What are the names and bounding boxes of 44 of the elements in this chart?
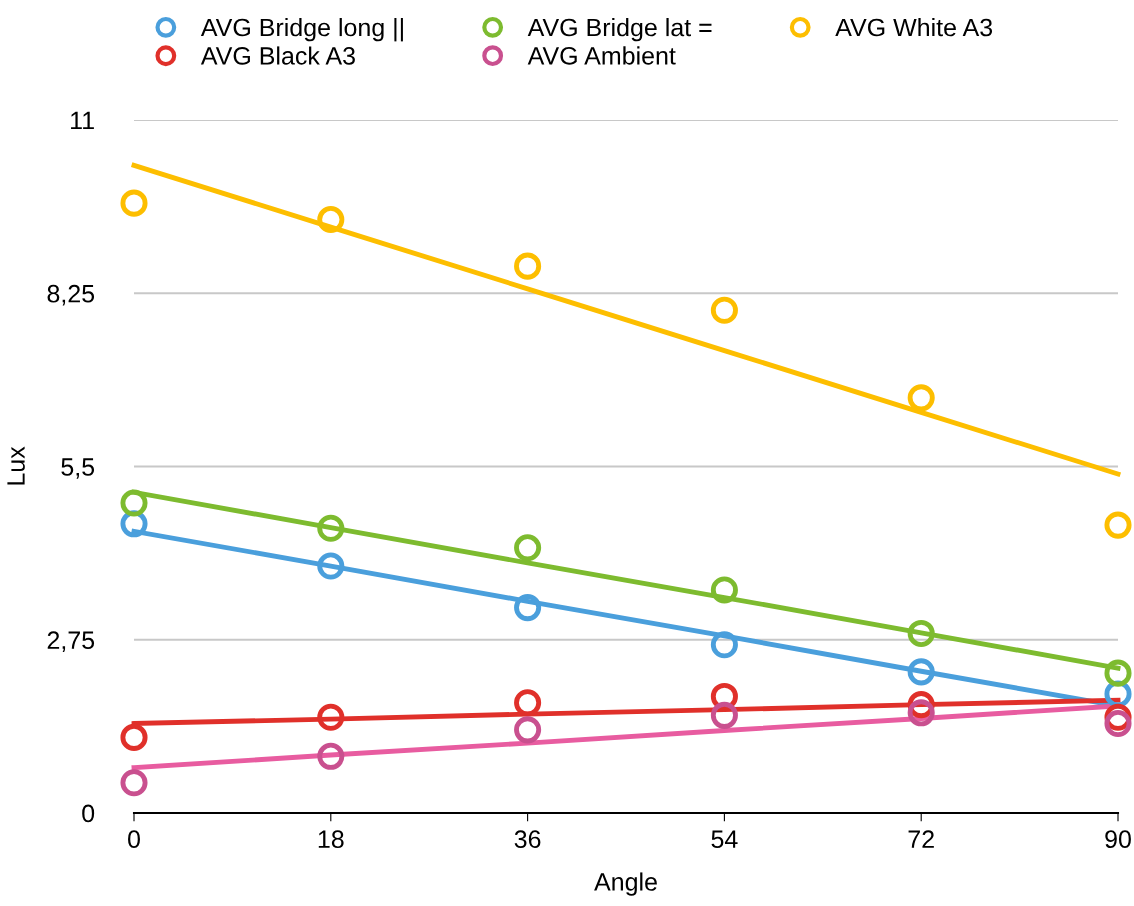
point — [710, 576, 738, 604]
point — [514, 534, 542, 562]
point — [710, 701, 738, 729]
x-tick-label: 72 — [908, 830, 934, 848]
x-tick-label: 54 — [711, 830, 738, 849]
x-axis-title: Angle — [594, 872, 657, 896]
y-tick-label: 2,75 — [47, 631, 95, 653]
point — [710, 296, 738, 324]
legend-label: AVG Ambient — [527, 46, 676, 65]
legend-label: AVG Black A3 — [200, 46, 355, 65]
x-tick-label: 36 — [514, 830, 541, 849]
point — [317, 703, 345, 731]
point — [907, 384, 935, 412]
legend-label: AVG Bridge long || — [200, 17, 403, 42]
point — [1104, 659, 1132, 687]
point — [1104, 511, 1132, 539]
point — [907, 619, 935, 647]
line-series — [131, 162, 1121, 477]
point — [710, 631, 738, 659]
point — [514, 594, 542, 622]
legend-label: AVG White A3 — [835, 17, 993, 37]
y-tick-label: 0 — [82, 804, 95, 823]
x-tick-label: 0 — [128, 830, 140, 849]
y-tick-label: 8,25 — [47, 284, 95, 306]
point — [514, 252, 542, 280]
point — [907, 699, 935, 727]
x-tick-label: 90 — [1105, 830, 1131, 849]
y-tick-label: 5,5 — [61, 458, 95, 479]
y-tick-label: 11 — [71, 111, 94, 130]
point — [120, 769, 148, 797]
point — [120, 723, 148, 751]
point — [120, 189, 148, 217]
point — [907, 658, 935, 686]
point — [317, 742, 345, 770]
y-axis-title: Lux — [7, 446, 25, 485]
point — [120, 489, 148, 517]
point — [317, 552, 345, 580]
x-tick-label: 18 — [318, 830, 344, 849]
point — [1104, 710, 1132, 738]
point — [317, 514, 345, 542]
point — [514, 689, 542, 717]
point — [317, 206, 345, 234]
legend-label: AVG Bridge lat = — [527, 17, 712, 42]
point — [514, 716, 542, 744]
